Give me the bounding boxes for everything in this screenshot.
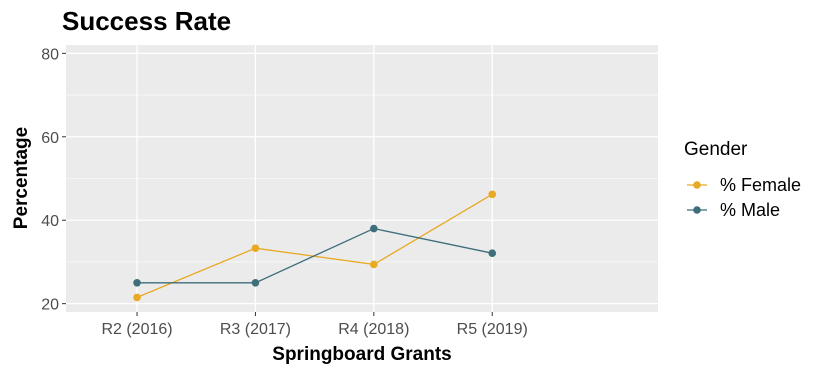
x-tick-label: R3 (2017) [220, 321, 291, 338]
x-tick-label: R5 (2019) [457, 321, 528, 338]
x-axis-title: Springboard Grants [272, 344, 451, 365]
minor-gridlines [66, 94, 658, 263]
y-tick-label: 60 [41, 130, 59, 147]
data-point [370, 224, 378, 233]
data-point [488, 190, 497, 199]
data-point [133, 293, 141, 302]
y-axis-title: Percentage [11, 127, 32, 229]
data-point [370, 260, 378, 269]
data-point [133, 278, 141, 287]
legend: Gender % Female % Male [684, 139, 801, 220]
legend-title: Gender [684, 139, 748, 160]
y-tick-label: 40 [41, 213, 59, 230]
legend-label: % Male [720, 200, 780, 220]
x-tick-label: R4 (2018) [338, 321, 409, 338]
y-tick-label: 80 [41, 46, 59, 63]
series-line [137, 227, 493, 284]
legend-key-point [693, 206, 701, 214]
x-axis-ticks: R2 (2016) R3 (2017) R4 (2018) R5 (2019) [101, 312, 528, 338]
series-layer [133, 190, 497, 302]
x-tick-label: R2 (2016) [101, 321, 172, 338]
data-point [488, 249, 497, 257]
y-tick-label: 20 [41, 297, 59, 314]
data-point [251, 244, 260, 252]
data-point [251, 278, 260, 287]
chart-title: Success Rate [62, 6, 231, 36]
legend-key-point [693, 181, 701, 189]
y-axis-ticks: 20 40 60 80 [41, 46, 66, 314]
legend-label: % Female [720, 175, 801, 195]
